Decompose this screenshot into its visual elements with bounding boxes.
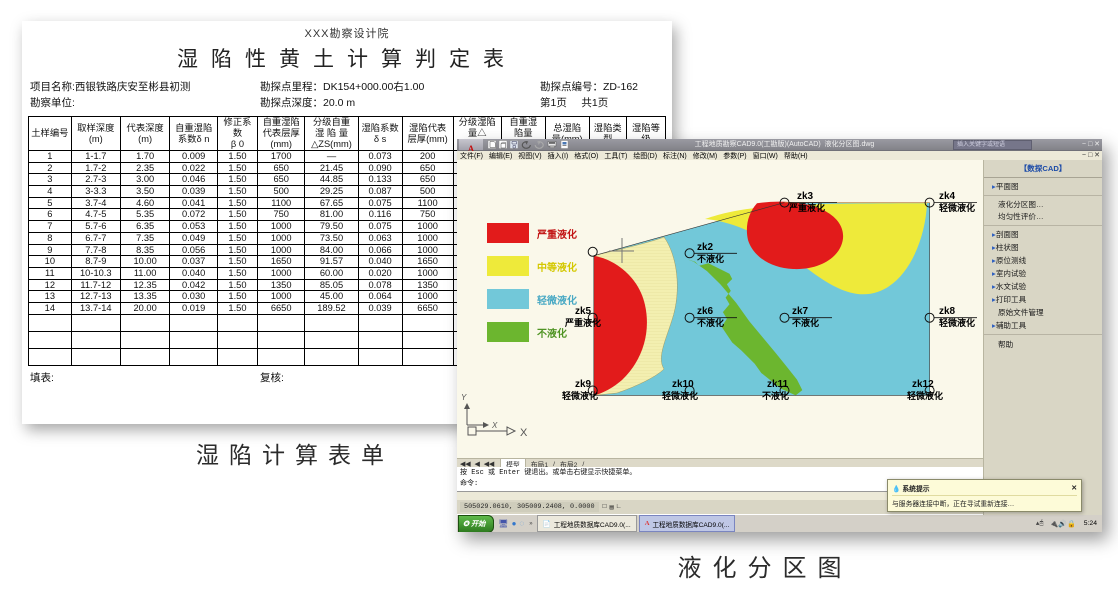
svg-text:zk7: zk7 [792,306,809,317]
svg-text:X: X [520,427,527,439]
svg-text:不液化: 不液化 [762,390,789,401]
svg-text:Y: Y [461,393,467,402]
svg-text:不液化: 不液化 [792,317,819,328]
svg-text:轻微液化: 轻微液化 [939,202,975,213]
svg-text:轻微液化: 轻微液化 [662,390,698,401]
svg-text:不液化: 不液化 [697,253,724,264]
svg-text:轻微液化: 轻微液化 [907,390,943,401]
svg-text:严重液化: 严重液化 [788,202,825,213]
svg-text:轻微液化: 轻微液化 [939,317,975,328]
svg-text:zk11: zk11 [767,379,789,390]
svg-text:不液化: 不液化 [697,317,724,328]
svg-text:轻微液化: 轻微液化 [562,390,598,401]
svg-text:zk2: zk2 [697,242,714,253]
svg-text:zk6: zk6 [697,306,714,317]
svg-text:zk8: zk8 [939,306,956,317]
svg-text:zk3: zk3 [797,191,814,202]
svg-text:zk5: zk5 [575,306,592,317]
svg-text:zk10: zk10 [672,379,694,390]
svg-text:zk9: zk9 [575,379,592,390]
svg-text:zk4: zk4 [939,191,956,202]
svg-text:zk12: zk12 [912,379,934,390]
